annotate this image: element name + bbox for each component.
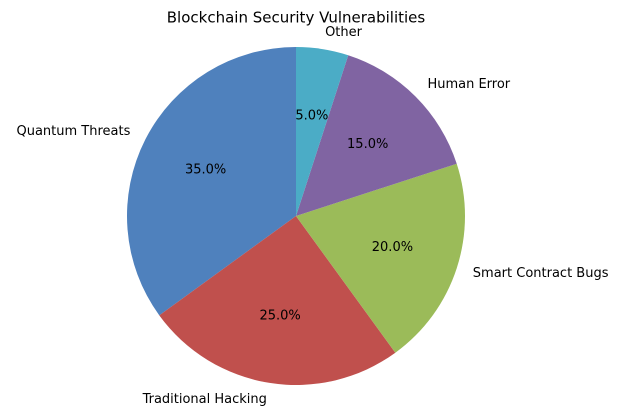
category-label: Human Error	[427, 77, 510, 92]
category-label: Other	[325, 25, 363, 40]
pie-wedge	[126, 47, 296, 316]
value-label: 20.0%	[372, 240, 413, 255]
pie-wedge	[159, 216, 396, 385]
category-label: Quantum Threats	[16, 124, 130, 139]
pie-wedge	[296, 163, 466, 353]
pie-wedge	[296, 47, 349, 216]
value-label: 15.0%	[347, 137, 388, 152]
pie-wedge	[296, 55, 457, 216]
value-label: 5.0%	[295, 108, 328, 123]
value-label: 25.0%	[259, 309, 300, 324]
category-label: Traditional Hacking	[142, 392, 267, 407]
value-label: 35.0%	[185, 162, 226, 177]
category-label: Smart Contract Bugs	[473, 266, 609, 281]
chart-title: Blockchain Security Vulnerabilities	[167, 9, 426, 27]
